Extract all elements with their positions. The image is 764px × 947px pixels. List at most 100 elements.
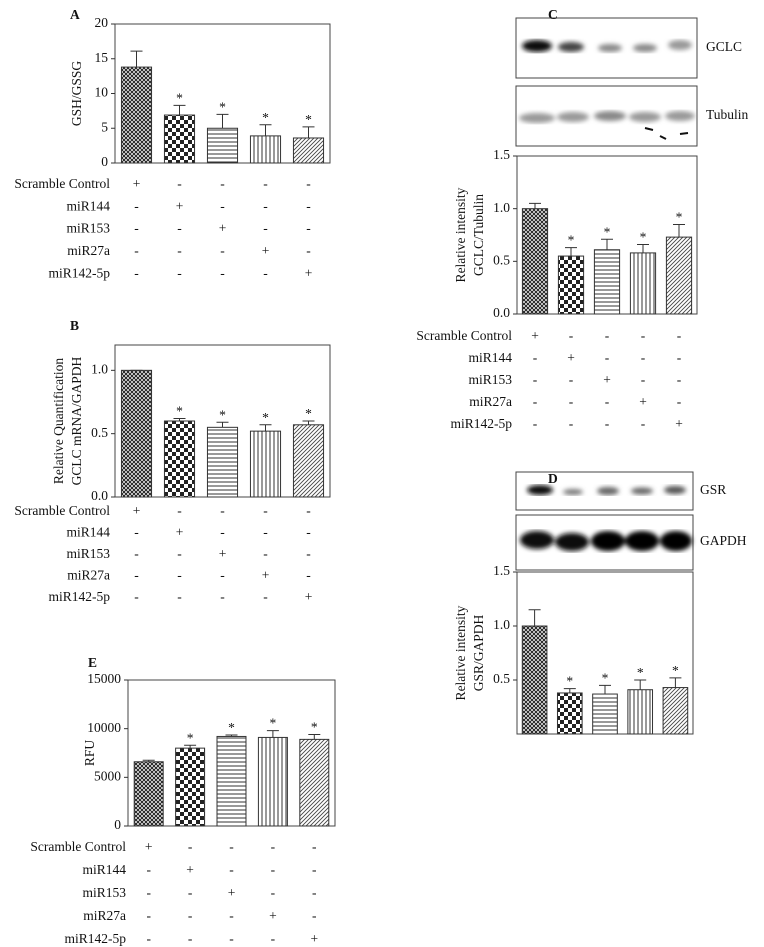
treatment-sign: - <box>533 350 538 365</box>
bar <box>521 625 548 735</box>
treatment-sign: - <box>569 372 574 387</box>
treatment-label: Scramble Control <box>416 328 512 343</box>
error-bar <box>669 677 682 688</box>
treatment-label: Scramble Control <box>14 503 110 518</box>
y-tick-label: 5 <box>101 119 108 134</box>
bar <box>206 127 239 164</box>
error-bar <box>601 238 613 250</box>
treatment-label: miR144 <box>468 350 512 365</box>
error-bar <box>184 744 197 749</box>
y-tick-label: 0 <box>114 817 121 832</box>
bar <box>257 736 288 827</box>
treatment-sign: - <box>134 243 139 258</box>
y-axis-label: Relative intensity <box>453 605 468 700</box>
blot-images <box>515 17 698 571</box>
treatment-sign: + <box>228 885 236 900</box>
error-bar <box>130 50 143 68</box>
bar <box>133 761 164 827</box>
treatment-sign: - <box>263 503 268 518</box>
bar <box>249 135 282 164</box>
blot-label: GAPDH <box>700 533 747 548</box>
bar <box>556 692 583 735</box>
y-axis-label: GSH/GSSG <box>69 61 84 127</box>
treatment-label: miR153 <box>82 885 126 900</box>
treatment-sign: - <box>271 931 276 946</box>
treatment-sign: - <box>134 568 139 583</box>
significance-mark: * <box>270 716 277 731</box>
significance-mark: * <box>305 112 312 127</box>
treatment-sign: - <box>220 198 225 213</box>
significance-mark: * <box>637 665 644 680</box>
treatment-sign: - <box>188 839 193 854</box>
treatment-sign: - <box>188 931 193 946</box>
treatment-sign: - <box>229 931 234 946</box>
significance-mark: * <box>187 730 194 745</box>
blot-label: Tubulin <box>706 107 749 122</box>
treatment-sign: - <box>146 908 151 923</box>
treatment-label: miR153 <box>66 221 110 236</box>
treatment-label: miR27a <box>469 394 512 409</box>
treatment-sign: - <box>177 243 182 258</box>
y-tick-label: 10 <box>95 85 109 100</box>
panel-letter: A <box>70 7 80 22</box>
treatment-sign: - <box>220 589 225 604</box>
treatment-label: miR144 <box>82 862 126 877</box>
treatment-sign: - <box>263 221 268 236</box>
treatment-sign: - <box>677 350 682 365</box>
panel-letter: C <box>548 7 558 22</box>
y-tick-label: 0.5 <box>493 252 510 267</box>
treatment-label: miR142-5p <box>48 589 110 604</box>
treatment-sign: - <box>677 328 682 343</box>
bar <box>206 426 239 498</box>
significance-mark: * <box>566 674 573 689</box>
bar <box>593 249 621 315</box>
treatment-sign: - <box>177 568 182 583</box>
treatment-sign: + <box>262 243 270 258</box>
treatment-sign: - <box>641 372 646 387</box>
treatment-sign: - <box>229 908 234 923</box>
treatment-sign: - <box>312 839 317 854</box>
treatment-sign: - <box>605 350 610 365</box>
error-bar <box>565 247 577 257</box>
treatment-sign: - <box>177 589 182 604</box>
significance-mark: * <box>262 410 269 425</box>
treatment-sign: - <box>146 885 151 900</box>
treatment-sign: + <box>176 198 184 213</box>
significance-mark: * <box>602 670 609 685</box>
significance-mark: * <box>176 90 183 105</box>
treatment-label: miR144 <box>66 198 110 213</box>
y-tick-label: 0 <box>101 154 108 169</box>
bar <box>216 735 247 827</box>
bar <box>120 66 153 164</box>
treatment-sign: - <box>263 198 268 213</box>
treatment-sign: - <box>134 589 139 604</box>
blot-label: GCLC <box>706 39 742 54</box>
treatment-sign: - <box>312 885 317 900</box>
y-tick-label: 5000 <box>94 768 121 783</box>
bar <box>249 430 282 498</box>
treatment-sign: - <box>177 546 182 561</box>
treatment-sign: - <box>641 350 646 365</box>
error-bar <box>173 104 186 116</box>
treatment-sign: + <box>269 908 277 923</box>
treatment-sign: - <box>188 908 193 923</box>
y-tick-label: 0.0 <box>91 488 108 503</box>
treatment-sign: + <box>176 525 184 540</box>
treatment-sign: + <box>567 350 575 365</box>
treatment-sign: + <box>219 221 227 236</box>
y-tick-label: 0.5 <box>91 425 108 440</box>
y-axis-label: GCLC mRNA/GAPDH <box>69 356 84 485</box>
treatment-sign: - <box>263 546 268 561</box>
treatment-sign: - <box>263 176 268 191</box>
treatment-sign: - <box>641 416 646 431</box>
error-bar <box>529 202 541 209</box>
treatment-sign: - <box>605 394 610 409</box>
treatment-label: miR27a <box>67 243 110 258</box>
treatment-sign: + <box>305 589 313 604</box>
treatment-label: miR153 <box>66 546 110 561</box>
error-bar <box>563 688 576 693</box>
bar <box>557 255 585 315</box>
treatment-label: miR153 <box>468 372 512 387</box>
treatment-sign: - <box>263 265 268 280</box>
